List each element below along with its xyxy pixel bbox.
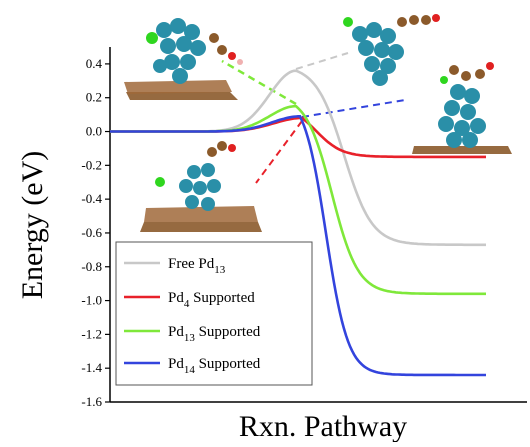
y-tick-label: 0.4	[86, 56, 103, 71]
structure-image-top-center	[343, 14, 440, 86]
structure-image-top-left	[124, 18, 243, 100]
pointer-free-pd13	[295, 52, 349, 70]
structure-image-right	[412, 62, 512, 154]
y-tick-label: -0.4	[81, 191, 102, 206]
legend-label: Pd13 Supported	[168, 324, 261, 344]
legend-label: Pd14 Supported	[168, 356, 261, 376]
x-axis-title: Rxn. Pathway	[239, 410, 407, 442]
series-lines	[110, 69, 486, 377]
pointer-pd4-supported	[255, 120, 303, 184]
series-line-3	[110, 115, 486, 377]
legend-box	[115, 241, 313, 386]
y-tick-label: -0.6	[81, 225, 102, 240]
legend: Free Pd13 Pd4 Supported Pd13 Supported Pd14…	[115, 241, 313, 386]
y-tick-label: -0.2	[81, 157, 102, 172]
y-tick-label: -1.6	[81, 394, 102, 409]
annotation-pointers	[221, 52, 406, 184]
structure-image-bottom-left	[140, 141, 262, 232]
pointer-pd13-supported	[221, 59, 297, 106]
y-tick-label: -1.0	[81, 293, 102, 308]
y-tick-label: 0.2	[86, 90, 102, 105]
legend-label: Free Pd13	[168, 256, 226, 276]
y-ticks: 0.4 0.2 0.0 -0.2 -0.4 -0.6 -0.8 -1.0 -1.2 -1.4 -1.…	[81, 56, 110, 409]
y-tick-label: 0.0	[86, 124, 102, 139]
y-tick-label: -1.2	[81, 326, 102, 341]
legend-items: Free Pd13 Pd4 Supported Pd13 Supported Pd14…	[124, 256, 261, 376]
y-tick-label: -1.4	[81, 360, 102, 375]
pointer-pd14-supported	[301, 99, 406, 118]
plot-frame	[109, 47, 527, 403]
legend-label: Pd4 Supported	[168, 290, 255, 310]
y-tick-label: -0.8	[81, 259, 102, 274]
y-axis-title: Energy (eV)	[16, 151, 49, 300]
